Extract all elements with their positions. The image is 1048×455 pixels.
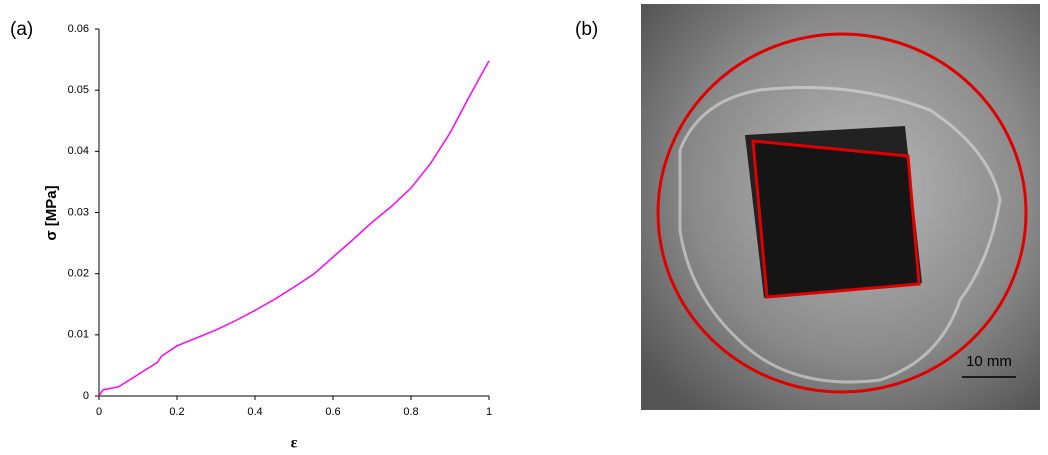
line-series bbox=[98, 60, 490, 397]
y-tick-label: 0.02 bbox=[68, 268, 89, 280]
panel-label: (b) bbox=[575, 19, 598, 40]
y-tick-label: 0.01 bbox=[68, 329, 89, 341]
y-tick-label: 0.04 bbox=[68, 145, 89, 157]
x-tick-label: 0 bbox=[96, 406, 102, 418]
red-circle bbox=[656, 32, 1028, 394]
x-axis-label: ε bbox=[291, 435, 298, 452]
x-tick-label: 0.8 bbox=[403, 406, 418, 418]
y-tick-label: 0.05 bbox=[68, 84, 89, 96]
y-tick-label: 0.03 bbox=[68, 206, 89, 218]
scale-bar-label: 10 mm bbox=[966, 353, 1012, 370]
panel-label: (a) bbox=[10, 19, 33, 40]
y-tick-label: 0 bbox=[83, 390, 89, 402]
glue-residue bbox=[678, 86, 1002, 384]
sample-square bbox=[751, 139, 921, 299]
x-tick-label: 1 bbox=[486, 406, 492, 418]
y-axis-label: σ [MPa] bbox=[43, 185, 60, 240]
x-tick-label: 0.4 bbox=[247, 406, 262, 418]
y-tick-label: 0.06 bbox=[68, 23, 89, 35]
x-tick-label: 0.2 bbox=[169, 406, 184, 418]
x-tick-label: 0.6 bbox=[325, 406, 340, 418]
